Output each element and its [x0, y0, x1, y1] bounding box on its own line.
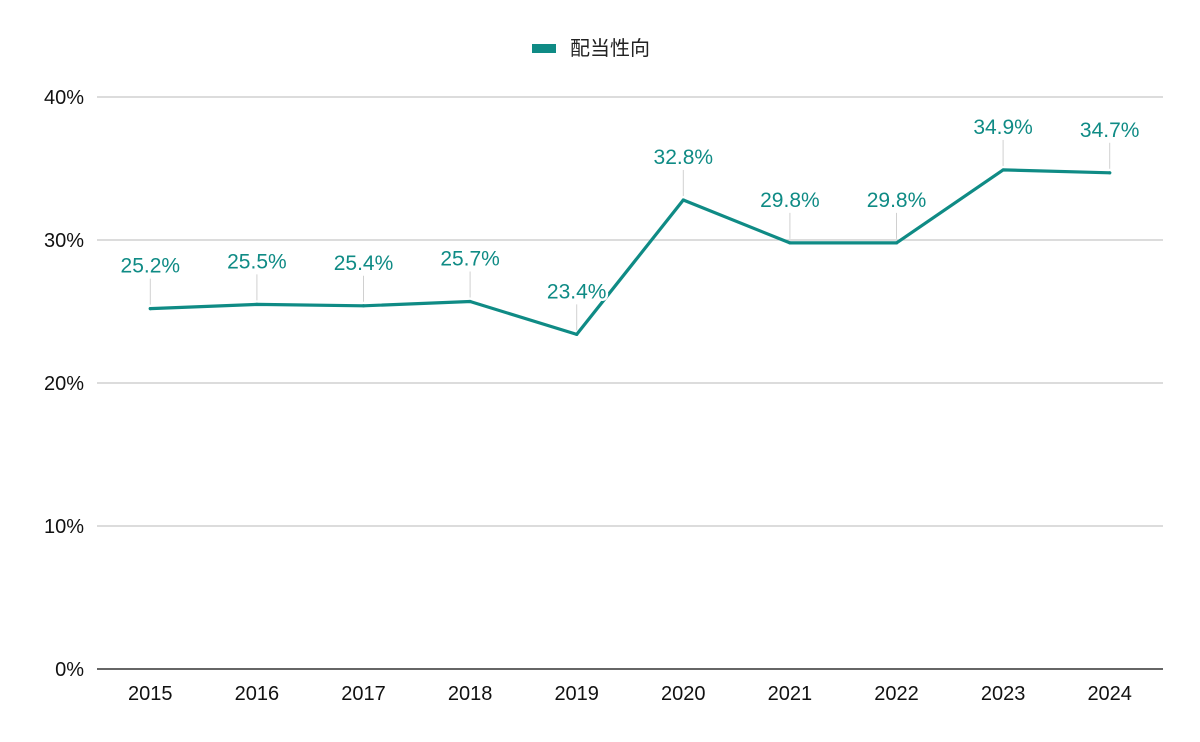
x-tick-label: 2023	[981, 683, 1026, 705]
data-point	[681, 198, 685, 202]
data-label-halo: 25.7%	[440, 247, 500, 270]
y-tick-label: 0%	[55, 659, 84, 681]
x-tick-label: 2015	[128, 683, 173, 705]
data-point	[575, 332, 579, 336]
data-label: 34.9%	[973, 116, 1033, 139]
data-point	[788, 241, 792, 245]
data-label: 25.4%	[334, 252, 394, 275]
data-label-halo: 34.9%	[973, 116, 1033, 139]
data-label: 29.8%	[867, 189, 927, 212]
x-tick-label: 2021	[768, 683, 813, 705]
x-tick-label: 2018	[448, 683, 493, 705]
data-point	[148, 307, 152, 311]
data-point	[468, 299, 472, 304]
data-label-halo: 29.8%	[867, 189, 927, 212]
series-line	[148, 168, 1112, 336]
data-label: 23.4%	[547, 280, 607, 303]
data-label: 25.7%	[440, 247, 500, 270]
data-label: 25.2%	[121, 255, 181, 278]
gridlines	[97, 96, 1163, 527]
y-tick-label: 10%	[44, 516, 84, 538]
x-tick-label: 2020	[661, 683, 706, 705]
data-point	[255, 302, 259, 306]
legend-label: 配当性向	[570, 36, 650, 60]
y-tick-label: 20%	[44, 373, 84, 395]
data-label-halo: 25.5%	[227, 250, 287, 273]
axes: 0% 10% 20% 30% 40% 2015 2016 2017 2018 2019 2020 20…	[44, 87, 1163, 705]
data-label: 29.8%	[760, 189, 820, 212]
data-label-halo: 34.7%	[1080, 119, 1140, 142]
data-label: 25.5%	[227, 250, 287, 273]
x-tick-label: 2024	[1087, 683, 1132, 705]
x-tick-label: 2016	[235, 683, 280, 705]
data-label: 34.7%	[1080, 119, 1140, 142]
data-point	[361, 304, 366, 308]
x-tick-label: 2017	[341, 683, 386, 705]
data-point	[894, 241, 899, 245]
series-lines	[148, 168, 1112, 336]
data-label-halo: 32.8%	[654, 146, 714, 169]
data-labels: 25.2%25.2% 25.5%25.5% 25.4%25.4% 25.7%25.7%…	[118, 113, 1142, 305]
data-point	[1001, 168, 1005, 172]
x-tick-label: 2022	[874, 683, 919, 705]
data-label-halo: 25.4%	[334, 252, 394, 275]
legend: 配当性向	[532, 36, 650, 60]
y-tick-label: 30%	[44, 230, 84, 252]
data-label-halo: 29.8%	[760, 189, 820, 212]
data-label-halo: 25.2%	[121, 255, 181, 278]
label-leader-lines	[149, 139, 1111, 331]
x-tick-label: 2019	[554, 683, 599, 705]
data-label-halo: 23.4%	[547, 280, 607, 303]
y-tick-label: 40%	[44, 87, 84, 109]
data-point	[1108, 171, 1112, 175]
data-label: 32.8%	[654, 146, 714, 169]
legend-swatch	[532, 44, 556, 53]
